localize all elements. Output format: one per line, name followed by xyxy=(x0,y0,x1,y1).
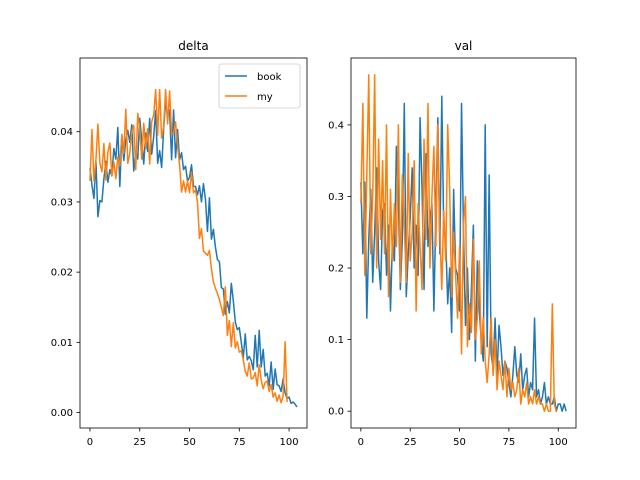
series-layer xyxy=(360,74,567,412)
x-tick-label: 25 xyxy=(404,437,417,448)
plot-frame xyxy=(79,57,308,429)
x-tick-label: 0 xyxy=(358,437,364,448)
x-tick-label: 75 xyxy=(233,437,246,448)
y-tick-label: 0.3 xyxy=(328,192,344,203)
chart-val: val 0 25 50 75 100 0.0 0.1 0.2 0.3 0.4 xyxy=(328,39,577,448)
x-tick-label: 100 xyxy=(280,437,299,448)
plot-frame xyxy=(350,57,577,429)
y-tick-label: 0.2 xyxy=(328,264,344,275)
x-tick-label: 0 xyxy=(87,437,93,448)
x-tick-label: 25 xyxy=(133,437,146,448)
legend-label-book: book xyxy=(257,72,282,83)
legend: book my xyxy=(218,63,301,109)
x-tick-label: 50 xyxy=(453,437,466,448)
chart-title: val xyxy=(455,39,473,53)
x-tick-label: 100 xyxy=(549,437,568,448)
y-tick-label: 0.04 xyxy=(51,127,73,138)
y-tick-label: 0.1 xyxy=(328,335,344,346)
chart-title: delta xyxy=(178,39,208,53)
series-line-my xyxy=(360,74,557,412)
legend-label-my: my xyxy=(257,92,273,103)
y-tick-label: 0.02 xyxy=(51,268,73,279)
y-tick-label: 0.4 xyxy=(328,120,344,131)
y-tick-label: 0.01 xyxy=(51,338,73,349)
axis-ticks: 0 25 50 75 100 0.00 0.01 0.02 0.03 0.04 xyxy=(51,127,299,448)
y-tick-label: 0.00 xyxy=(51,408,73,419)
x-tick-label: 75 xyxy=(503,437,516,448)
axis-ticks: 0 25 50 75 100 0.0 0.1 0.2 0.3 0.4 xyxy=(328,120,568,448)
y-tick-label: 0.0 xyxy=(328,407,344,418)
x-tick-label: 50 xyxy=(183,437,196,448)
series-layer xyxy=(89,88,298,408)
series-line-my xyxy=(89,88,288,404)
chart-delta: delta 0 25 50 75 100 0.00 0.01 0.02 0.03 0.04 boo… xyxy=(51,39,308,448)
y-tick-label: 0.03 xyxy=(51,197,73,208)
legend-box xyxy=(218,63,301,109)
